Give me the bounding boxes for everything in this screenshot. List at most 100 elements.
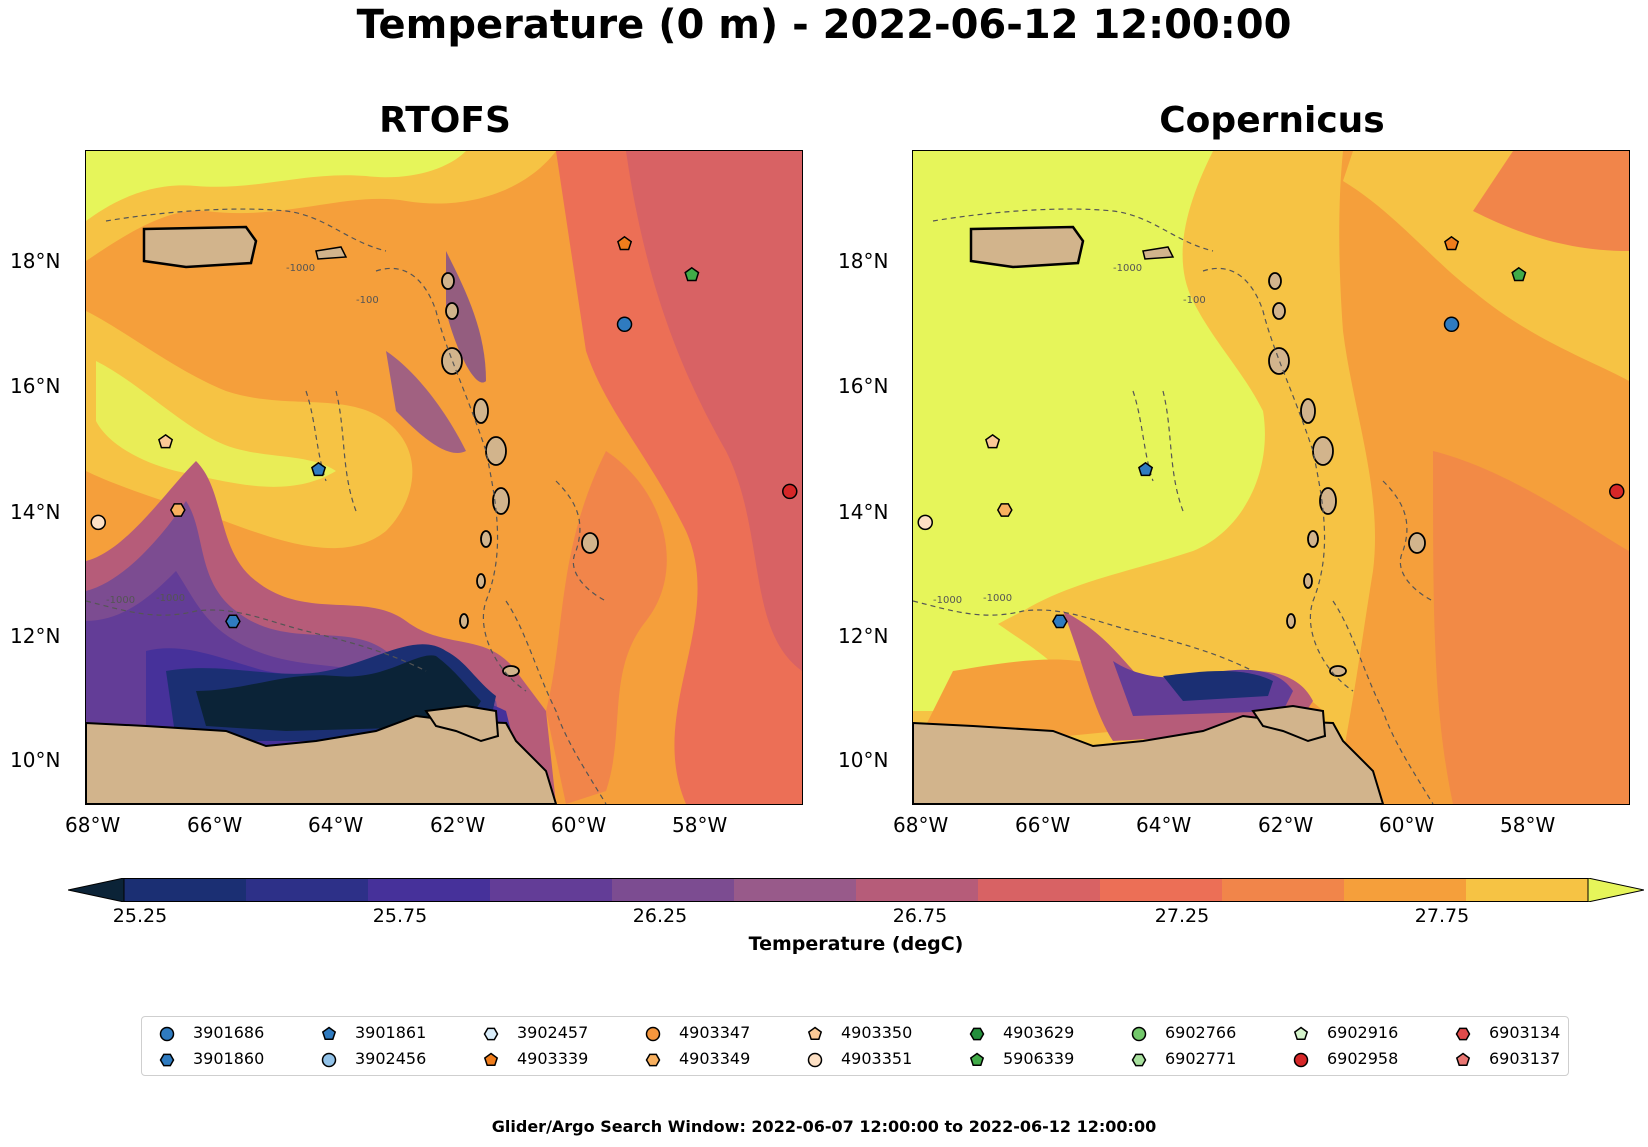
colorbar-segment: [124, 878, 247, 902]
float-marker-hexagon: [996, 503, 1013, 517]
colorbar-segment: [1466, 878, 1589, 902]
colorbar: [67, 877, 1645, 906]
x-tick: 58°W: [672, 813, 728, 837]
x-tick: 60°W: [1379, 813, 1435, 837]
colorbar-extend-max: [1587, 877, 1645, 903]
bathy-label: -1000: [933, 595, 962, 606]
float-marker-hexagon: [225, 614, 241, 629]
x-tick: 62°W: [1258, 813, 1314, 837]
legend-label: 4903349: [679, 1049, 751, 1068]
circle-icon: [159, 1026, 175, 1042]
colorbar-tick: 27.75: [1414, 905, 1470, 927]
legend-label: 3901861: [355, 1023, 427, 1042]
float-marker-circle: [782, 483, 798, 500]
circle-icon: [1131, 1026, 1147, 1042]
legend-label: 6903134: [1489, 1023, 1561, 1042]
pentagon-icon: [969, 1052, 985, 1067]
float-marker-pentagon: [617, 235, 633, 251]
float-marker-circle: [917, 514, 933, 531]
float-marker-pentagon: [158, 433, 174, 449]
y-tick: 14°N: [838, 500, 889, 524]
legend-label: 3902456: [355, 1049, 427, 1068]
colorbar-tick: 25.25: [112, 905, 168, 927]
legend-label: 3901686: [193, 1023, 265, 1042]
rtofs-field: -1000 -100 -1000 -1000: [86, 151, 802, 804]
colorbar-tick: 25.75: [372, 905, 428, 927]
colorbar-gradient: [67, 877, 1645, 903]
x-tick: 66°W: [187, 813, 243, 837]
float-marker-circle: [616, 316, 633, 333]
float-markers: [90, 235, 798, 629]
map-copernicus[interactable]: -1000 -100 -1000 -1000: [912, 150, 1630, 805]
y-tick: 10°N: [10, 748, 61, 772]
legend-label: 6902916: [1327, 1023, 1399, 1042]
x-tick: 68°W: [893, 813, 949, 837]
y-tick: 16°N: [838, 374, 889, 398]
float-markers: [917, 235, 1625, 629]
bathy-label: -100: [1183, 295, 1206, 306]
bathy-label: -1000: [983, 593, 1012, 604]
circle-icon: [1293, 1052, 1309, 1068]
hexagon-icon: [1455, 1027, 1471, 1041]
float-marker-hexagon: [1052, 614, 1068, 629]
float-marker-circle: [1443, 316, 1460, 333]
x-tick: 68°W: [65, 813, 121, 837]
float-marker-circle: [90, 514, 106, 531]
legend-label: 6902958: [1327, 1049, 1399, 1068]
colorbar-extend-min: [67, 877, 125, 903]
panel-title-copernicus: Copernicus: [1159, 100, 1385, 141]
pentagon-icon: [1455, 1052, 1471, 1067]
legend-label: 3902457: [517, 1023, 589, 1042]
legend-label: 4903351: [841, 1049, 913, 1068]
y-tick: 16°N: [10, 374, 61, 398]
bathy-label: -100: [356, 295, 379, 306]
x-tick: 60°W: [551, 813, 607, 837]
search-window-caption: Glider/Argo Search Window: 2022-06-07 12…: [491, 1117, 1157, 1136]
float-marker-pentagon: [311, 461, 327, 477]
float-marker-pentagon: [1444, 235, 1460, 251]
x-tick: 64°W: [1136, 813, 1192, 837]
bathy-label: -1000: [156, 593, 185, 604]
colorbar-segment: [734, 878, 857, 902]
legend-label: 4903347: [679, 1023, 751, 1042]
float-marker-pentagon: [684, 266, 700, 282]
colorbar-segment: [1222, 878, 1345, 902]
x-tick: 66°W: [1015, 813, 1071, 837]
colorbar-segment: [368, 878, 491, 902]
colorbar-label: Temperature (degC): [748, 933, 964, 955]
colorbar-segment: [1344, 878, 1467, 902]
circle-icon: [807, 1052, 823, 1068]
hexagon-icon: [483, 1027, 499, 1041]
panel-title-rtofs: RTOFS: [379, 100, 511, 141]
float-marker-pentagon: [1511, 266, 1527, 282]
y-tick: 18°N: [838, 249, 889, 273]
hexagon-icon: [645, 1053, 661, 1067]
y-tick: 10°N: [838, 748, 889, 772]
legend-label: 4903629: [1003, 1023, 1075, 1042]
legend-label: 6903137: [1489, 1049, 1561, 1068]
hexagon-icon: [159, 1053, 175, 1067]
x-tick: 58°W: [1500, 813, 1556, 837]
legend-label: 5906339: [1003, 1049, 1075, 1068]
float-legend: 3901686 3901860 3901861 3902456 3902457 49033…: [141, 1016, 1569, 1076]
legend-label: 4903350: [841, 1023, 913, 1042]
map-rtofs[interactable]: -1000 -100 -1000 -1000: [85, 150, 803, 805]
y-tick: 14°N: [10, 500, 61, 524]
bathy-label: -1000: [1113, 263, 1142, 274]
bathy-label: -1000: [106, 595, 135, 606]
y-tick: 12°N: [10, 624, 61, 648]
pentagon-icon: [1293, 1026, 1309, 1041]
colorbar-segment: [978, 878, 1101, 902]
pentagon-icon: [483, 1052, 499, 1067]
figure-title: Temperature (0 m) - 2022-06-12 12:00:00: [356, 2, 1292, 48]
float-marker-circle: [1609, 483, 1625, 500]
copernicus-field: -1000 -100 -1000 -1000: [913, 151, 1629, 804]
colorbar-segment: [490, 878, 613, 902]
colorbar-tick: 26.75: [892, 905, 948, 927]
float-marker-pentagon: [1138, 461, 1154, 477]
y-tick: 12°N: [838, 624, 889, 648]
hexagon-icon: [969, 1027, 985, 1041]
float-marker-hexagon: [169, 503, 186, 517]
colorbar-segment: [856, 878, 979, 902]
colorbar-outline: [123, 878, 1589, 902]
